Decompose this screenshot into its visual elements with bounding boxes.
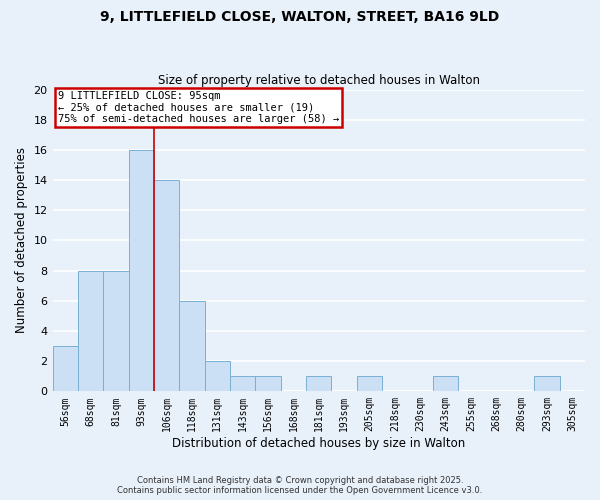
Bar — [230, 376, 256, 392]
X-axis label: Distribution of detached houses by size in Walton: Distribution of detached houses by size … — [172, 437, 466, 450]
Y-axis label: Number of detached properties: Number of detached properties — [15, 148, 28, 334]
Bar — [179, 301, 205, 392]
Text: 9, LITTLEFIELD CLOSE, WALTON, STREET, BA16 9LD: 9, LITTLEFIELD CLOSE, WALTON, STREET, BA… — [100, 10, 500, 24]
Bar — [78, 270, 103, 392]
Bar — [534, 376, 560, 392]
Text: Contains HM Land Registry data © Crown copyright and database right 2025.
Contai: Contains HM Land Registry data © Crown c… — [118, 476, 482, 495]
Bar — [306, 376, 331, 392]
Bar — [103, 270, 128, 392]
Bar — [357, 376, 382, 392]
Bar — [256, 376, 281, 392]
Bar — [53, 346, 78, 392]
Text: 9 LITTLEFIELD CLOSE: 95sqm
← 25% of detached houses are smaller (19)
75% of semi: 9 LITTLEFIELD CLOSE: 95sqm ← 25% of deta… — [58, 91, 339, 124]
Bar — [433, 376, 458, 392]
Bar — [128, 150, 154, 392]
Bar — [205, 361, 230, 392]
Bar — [154, 180, 179, 392]
Title: Size of property relative to detached houses in Walton: Size of property relative to detached ho… — [158, 74, 480, 87]
